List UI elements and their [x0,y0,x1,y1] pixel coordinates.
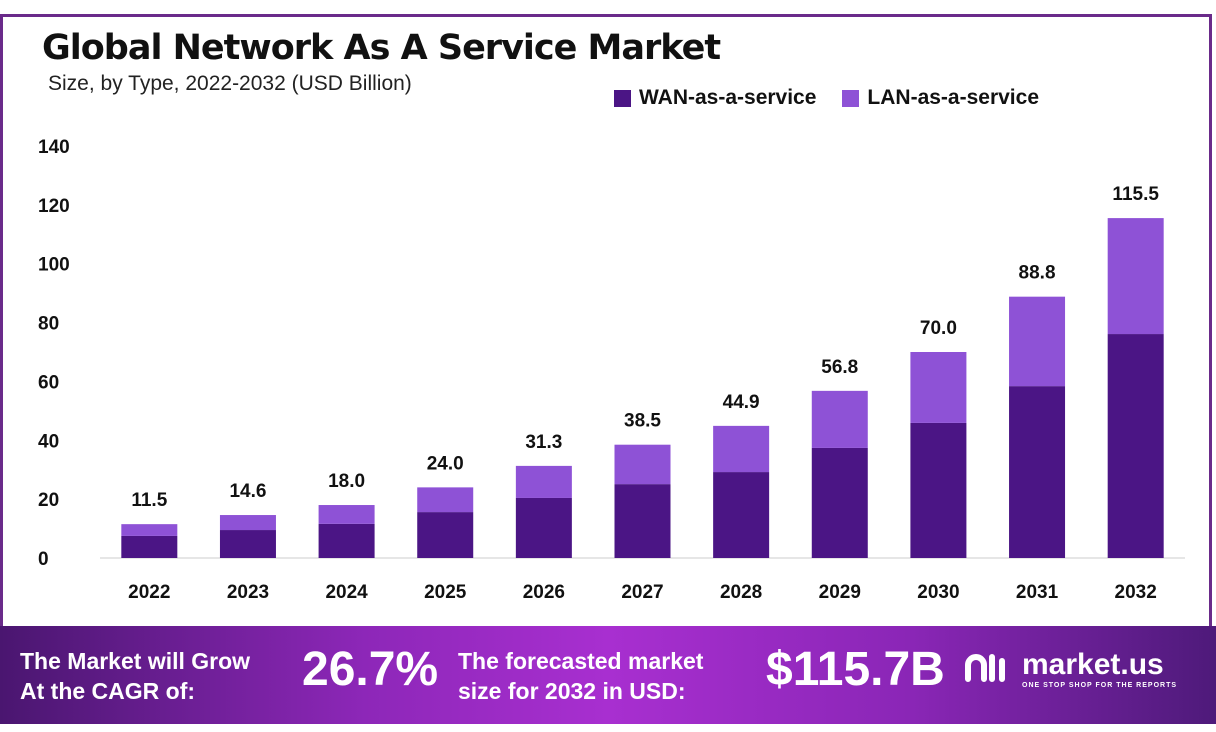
brand-logo-icon [965,653,1005,682]
x-tick-label: 2028 [720,582,762,603]
forecast-label-line-1: The forecasted market [458,648,704,674]
x-tick-label: 2023 [227,582,269,603]
bar-lan [1107,218,1164,335]
brand-tagline: ONE STOP SHOP FOR THE REPORTS [1022,682,1178,689]
x-tick-label: 2022 [128,582,170,603]
bar-wan [318,523,375,558]
x-tick-label: 2026 [523,582,565,603]
bar-lan [713,425,770,473]
legend-label-wan: WAN-as-a-service [639,86,817,109]
bar-wan [811,447,868,558]
cagr-label: The Market will Grow At the CAGR of: [20,646,250,706]
legend-item-lan: LAN-as-a-service [842,86,1039,110]
y-tick-label: 0 [38,549,49,570]
legend: WAN-as-a-service LAN-as-a-service [614,86,1039,110]
x-tick-label: 2030 [917,582,959,603]
bar-lan [121,524,178,536]
data-label: 56.8 [821,357,858,378]
x-tick-label: 2027 [621,582,663,603]
brand-logo: market.us ONE STOP SHOP FOR THE REPORTS [962,648,1177,689]
footer-banner: The Market will Grow At the CAGR of: 26.7… [0,626,1216,724]
legend-label-lan: LAN-as-a-service [867,86,1040,109]
bar-lan [515,465,572,498]
chart-plot: 0 20 40 60 80 100 120 140 11.5 2022 14.6 2023 18.0 20… [38,137,1185,603]
data-label: 24.0 [427,453,464,474]
cagr-label-line-1: The Market will Grow [20,648,251,674]
legend-swatch-wan [614,89,631,107]
data-label: 38.5 [624,411,661,432]
data-label: 31.3 [525,432,562,453]
data-label: 18.0 [328,471,365,492]
y-tick-label: 20 [38,490,59,511]
x-tick-label: 2032 [1115,582,1157,603]
y-tick-label: 80 [38,314,59,335]
data-label: 44.9 [723,392,760,413]
forecast-value: $115.7B [766,643,945,696]
chart-frame [0,14,1212,626]
bar-wan [121,535,178,558]
bar-lan [219,515,276,531]
y-tick-label: 100 [38,255,70,276]
cagr-value: 26.7% [302,643,439,696]
y-tick-label: 40 [38,431,59,452]
cagr-label-line-2: At the CAGR of: [20,678,196,704]
bar-wan [1107,334,1164,558]
y-tick-label: 120 [38,196,70,217]
x-tick-label: 2031 [1016,582,1059,603]
x-tick-label: 2029 [819,582,861,603]
x-tick-label: 2024 [325,582,368,603]
forecast-label: The forecasted market size for 2032 in US… [458,646,703,706]
bar-lan [811,390,868,448]
bar-lan [910,352,967,423]
y-tick-label: 60 [38,372,59,393]
bar-lan [318,505,375,524]
y-tick-label: 140 [38,137,70,158]
bar-lan [1009,296,1066,387]
bar-lan [614,444,671,485]
bar-wan [219,530,276,558]
bar-wan [417,512,474,558]
data-label: 115.5 [1112,184,1159,205]
x-tick-label: 2025 [424,582,467,603]
bar-wan [910,422,967,558]
data-label: 14.6 [229,481,266,502]
bar-lan [417,487,474,513]
brand-name: market.us [1022,648,1164,681]
chart-title: Global Network As A Service Market [42,28,721,68]
legend-item-wan: WAN-as-a-service [614,86,816,110]
forecast-label-line-2: size for 2032 in USD: [458,678,686,704]
legend-swatch-lan [842,89,860,107]
data-label: 70.0 [920,318,957,339]
bar-wan [1009,386,1066,558]
data-label: 11.5 [131,490,167,511]
bar-wan [515,497,572,558]
data-label: 88.8 [1019,263,1056,284]
bar-wan [614,484,671,558]
chart-subtitle: Size, by Type, 2022-2032 (USD Billion) [48,72,412,95]
bar-wan [713,472,770,558]
